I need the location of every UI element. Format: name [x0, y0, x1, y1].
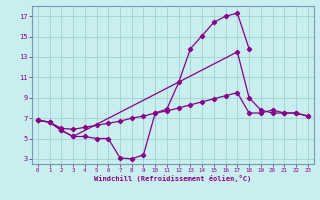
X-axis label: Windchill (Refroidissement éolien,°C): Windchill (Refroidissement éolien,°C)	[94, 175, 252, 182]
